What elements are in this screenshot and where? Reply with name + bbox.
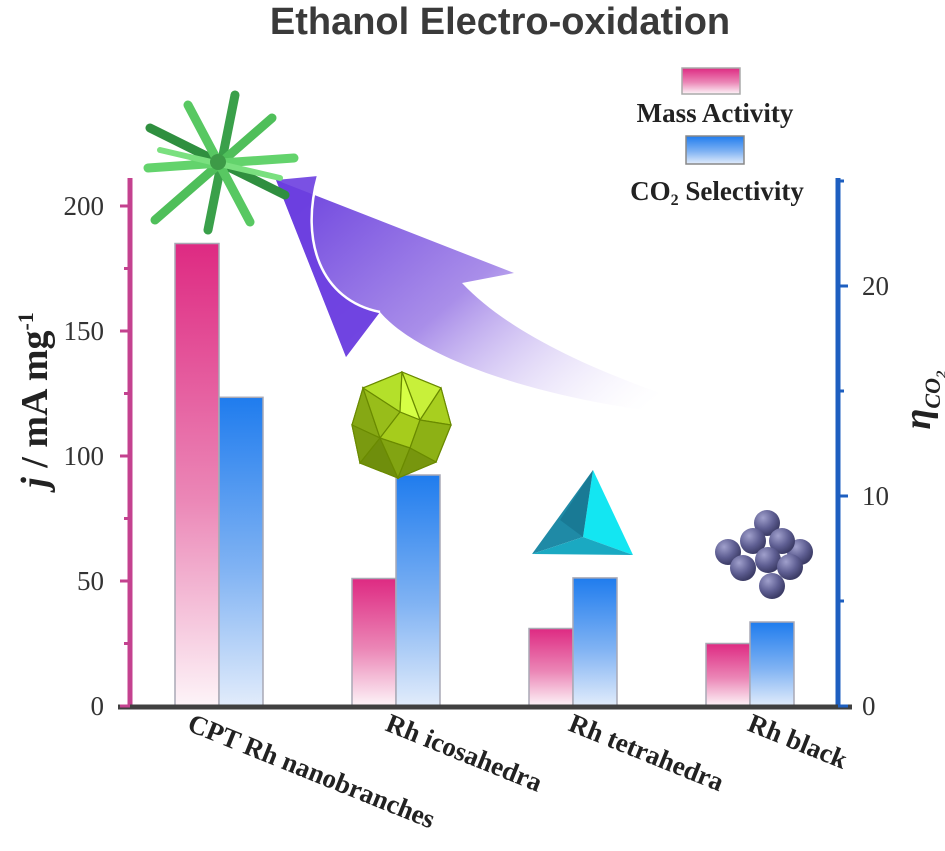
right-ticks: 0 10 20 (838, 179, 889, 721)
legend-label-co2-selectivity: CO2 Selectivity (630, 176, 804, 209)
left-tick-label: 0 (91, 691, 105, 721)
legend-swatch-mass-activity (681, 67, 741, 95)
tetrahedron-illustration (532, 470, 633, 555)
y-axis-right-label-main: η (897, 409, 939, 430)
legend-swatch-co2-selectivity (685, 135, 745, 165)
right-tick-label: 0 (862, 691, 876, 721)
nanobranch-illustration (143, 90, 299, 235)
left-ticks: 0 50 100 150 200 (64, 191, 130, 721)
legend-label-co2-main: CO (630, 176, 671, 206)
y-axis-left-label-italic: j (14, 477, 56, 493)
bar-co2-selectivity-3 (749, 621, 795, 707)
left-tick-label: 50 (77, 566, 104, 596)
y-axis-left-label-rest: / mA mg (14, 331, 56, 478)
right-tick-label: 20 (862, 271, 889, 301)
chart-title: Ethanol Electro-oxidation (270, 1, 730, 43)
bar-mass-activity-2 (528, 627, 574, 707)
left-tick-label: 150 (64, 316, 105, 346)
bar-mass-activity-1 (351, 577, 397, 707)
legend: Mass Activity CO2 Selectivity (630, 67, 804, 209)
axes (118, 178, 852, 710)
y-axis-left-label-sup: -1 (13, 312, 38, 330)
right-tick-label: 10 (862, 481, 889, 511)
category-label: Rh black (744, 708, 852, 775)
trend-arrow (276, 175, 745, 420)
bar-mass-activity-3 (705, 642, 751, 707)
category-label: Rh icosahedra (382, 708, 547, 798)
bar-co2-selectivity-1 (395, 474, 441, 707)
left-tick-label: 100 (64, 441, 105, 471)
icosahedron-illustration (351, 370, 452, 480)
y-axis-right-label: ηCO2 (897, 370, 945, 429)
bar-co2-selectivity-2 (572, 577, 618, 707)
y-axis-left-label: j / mA mg-1 (13, 312, 56, 493)
bar-group (174, 242, 795, 707)
bar-co2-selectivity-0 (218, 396, 264, 707)
legend-label-co2-rest: Selectivity (679, 176, 805, 206)
left-tick-label: 200 (64, 191, 105, 221)
bar-mass-activity-0 (174, 242, 220, 707)
sphere-cluster-illustration (715, 510, 813, 599)
y-axis-right-label-sub: CO (920, 378, 945, 409)
legend-label-mass-activity: Mass Activity (637, 98, 794, 128)
legend-label-co2-sub: 2 (671, 192, 679, 209)
y-axis-right-label-subsub: 2 (934, 370, 945, 379)
category-label: Rh tetrahedra (565, 708, 729, 798)
